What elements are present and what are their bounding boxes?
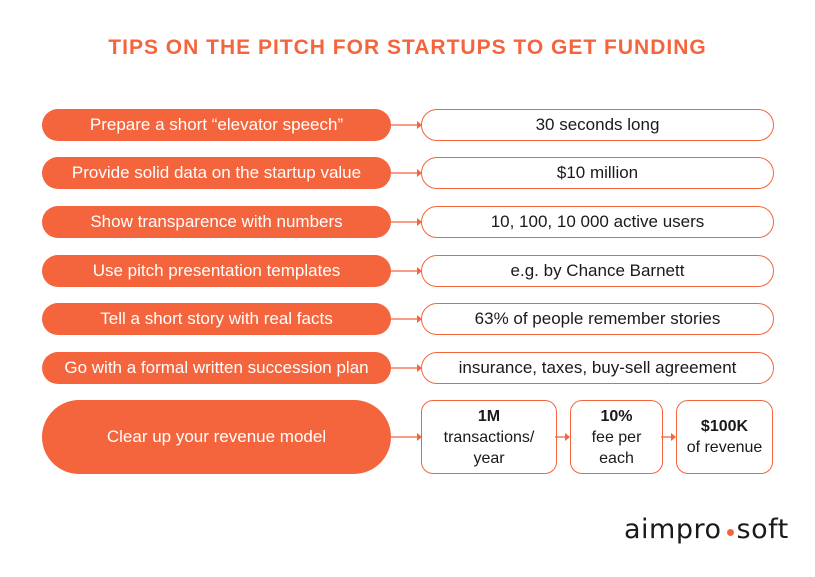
revenue-step-result: $100K of revenue	[676, 400, 773, 474]
logo-text-right: soft	[736, 514, 789, 545]
detail-succession-plan: insurance, taxes, buy-sell agreement	[421, 352, 774, 384]
tip-transparence: Show transparence with numbers	[42, 206, 391, 238]
tip-revenue-model: Clear up your revenue model	[42, 400, 391, 474]
revenue-step-text: fee per each	[591, 428, 642, 467]
revenue-step-value: 10%	[600, 407, 633, 425]
connector-arrow	[391, 218, 422, 226]
detail-transparence: 10, 100, 10 000 active users	[421, 206, 774, 238]
logo-dot-icon	[726, 529, 734, 536]
connector-arrow	[391, 315, 422, 323]
detail-elevator-speech: 30 seconds long	[421, 109, 774, 141]
revenue-step-text: of revenue	[686, 439, 763, 456]
detail-short-story: 63% of people remember stories	[421, 303, 774, 335]
tip-succession-plan: Go with a formal written succession plan	[42, 352, 391, 384]
connector-arrow	[555, 433, 570, 441]
connector-arrow	[391, 364, 422, 372]
revenue-step-fee: 10% fee per each	[570, 400, 663, 474]
logo-text-left: aimpro	[624, 514, 722, 545]
revenue-step-text: transactions/ year	[443, 428, 535, 467]
tip-elevator-speech: Prepare a short “elevator speech”	[42, 109, 391, 141]
revenue-step-transactions: 1M transactions/ year	[421, 400, 557, 474]
connector-arrow	[391, 121, 422, 129]
connector-arrow	[391, 267, 422, 275]
tip-short-story: Tell a short story with real facts	[42, 303, 391, 335]
tip-startup-value: Provide solid data on the startup value	[42, 157, 391, 189]
connector-arrow	[661, 433, 676, 441]
tip-pitch-templates: Use pitch presentation templates	[42, 255, 391, 287]
aimprosoft-logo: aimpro soft	[624, 514, 789, 545]
connector-arrow	[391, 433, 422, 441]
revenue-step-value: 1M	[477, 407, 501, 425]
connector-arrow	[391, 169, 422, 177]
detail-startup-value: $10 million	[421, 157, 774, 189]
page-title: TIPS ON THE PITCH FOR STARTUPS TO GET FU…	[108, 36, 707, 59]
detail-pitch-templates: e.g. by Chance Barnett	[421, 255, 774, 287]
revenue-step-value: $100K	[700, 418, 749, 435]
